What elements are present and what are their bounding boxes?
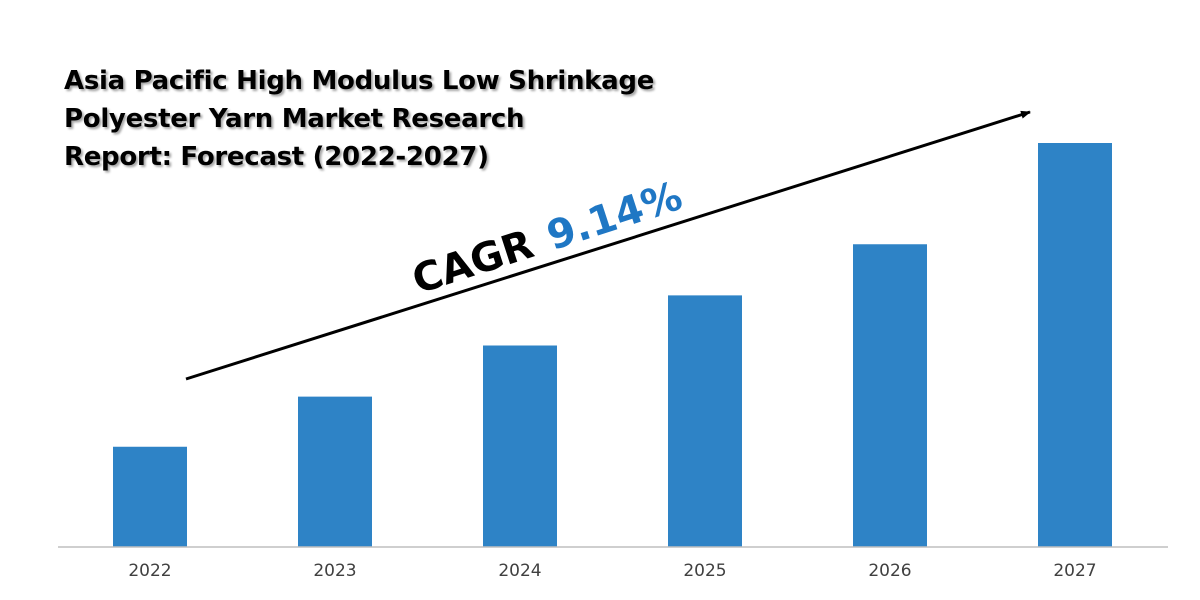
x-tick-label-2024: 2024	[498, 561, 541, 581]
cagr-value: 9.14%	[541, 173, 687, 260]
x-tick-label-2022: 2022	[128, 561, 171, 581]
bar-2022	[113, 446, 187, 547]
x-tick-label-2026: 2026	[868, 561, 911, 581]
chart-title-line-2: Polyester Yarn Market Research	[64, 104, 525, 134]
bar-2026	[853, 244, 927, 548]
x-axis-tick-labels: 2022 2023 2024 2025 2026 2027	[128, 561, 1096, 581]
x-tick-label-2027: 2027	[1053, 561, 1096, 581]
bar-2024	[483, 345, 557, 547]
bar-2025	[668, 295, 742, 547]
chart-title: Asia Pacific High Modulus Low Shrinkage …	[64, 62, 704, 176]
bar-2027	[1038, 143, 1112, 547]
bar-series	[113, 143, 1112, 548]
chart-title-line-3: Report: Forecast (2022-2027)	[64, 142, 489, 172]
cagr-label: CAGR	[407, 221, 539, 303]
chart-title-line-1: Asia Pacific High Modulus Low Shrinkage	[64, 66, 655, 96]
growth-trend-arrow	[185, 110, 1031, 381]
cagr-annotation: CAGR 9.14%	[407, 173, 688, 303]
bar-2023	[298, 396, 372, 547]
x-tick-label-2025: 2025	[683, 561, 726, 581]
x-tick-label-2023: 2023	[313, 561, 356, 581]
